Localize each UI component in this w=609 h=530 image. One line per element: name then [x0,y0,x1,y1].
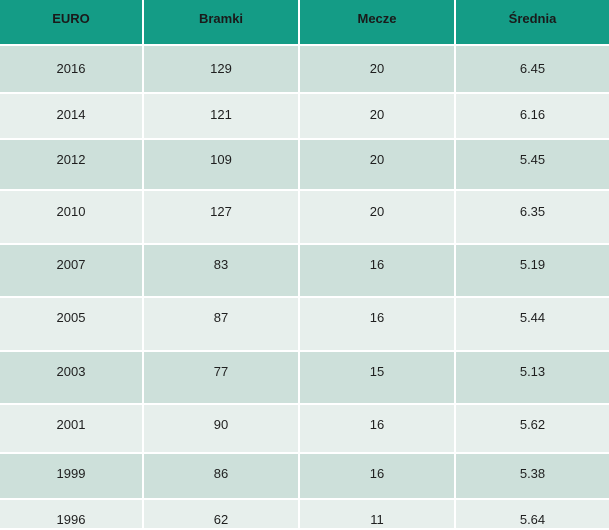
average-cell: 5.64 [455,499,609,530]
table-body: 2016 129 20 6.45 2014 121 20 6.16 2012 109 20 5.45 2… [0,45,609,530]
table-row: 2003 77 15 5.13 [0,351,609,405]
euro-year-cell: 2007 [0,244,144,298]
matches-cell: 16 [299,453,456,500]
euro-year-cell: 1996 [0,499,144,530]
goals-cell: 83 [143,244,300,298]
euro-year-cell: 2016 [0,45,144,94]
matches-cell: 16 [299,404,456,454]
matches-cell: 20 [299,139,456,191]
euro-year-cell: 2005 [0,297,144,352]
table-row: 2016 129 20 6.45 [0,45,609,94]
average-cell: 5.38 [455,453,609,500]
euro-year-cell: 1999 [0,453,144,500]
matches-cell: 15 [299,351,456,405]
column-header-srednia: Średnia [455,0,609,46]
goals-cell: 121 [143,93,300,140]
average-cell: 5.19 [455,244,609,298]
euro-year-cell: 2010 [0,190,144,245]
header-row: EURO Bramki Mecze Średnia [0,0,609,46]
table-row: 2007 83 16 5.19 [0,244,609,298]
table-row: 2012 109 20 5.45 [0,139,609,191]
table-row: 2014 121 20 6.16 [0,93,609,140]
goals-cell: 109 [143,139,300,191]
average-cell: 5.45 [455,139,609,191]
matches-cell: 16 [299,297,456,352]
matches-cell: 11 [299,499,456,530]
euro-year-cell: 2012 [0,139,144,191]
average-cell: 5.44 [455,297,609,352]
euro-year-cell: 2001 [0,404,144,454]
average-cell: 6.35 [455,190,609,245]
average-cell: 6.45 [455,45,609,94]
goals-cell: 129 [143,45,300,94]
goals-cell: 87 [143,297,300,352]
matches-cell: 20 [299,45,456,94]
goals-cell: 77 [143,351,300,405]
matches-cell: 20 [299,190,456,245]
column-header-bramki: Bramki [143,0,300,46]
column-header-euro: EURO [0,0,144,46]
goals-cell: 86 [143,453,300,500]
table-row: 1999 86 16 5.38 [0,453,609,500]
matches-cell: 16 [299,244,456,298]
goals-cell: 90 [143,404,300,454]
table-row: 2001 90 16 5.62 [0,404,609,454]
table-row: 2005 87 16 5.44 [0,297,609,352]
average-cell: 6.16 [455,93,609,140]
goals-cell: 127 [143,190,300,245]
euro-year-cell: 2003 [0,351,144,405]
column-header-mecze: Mecze [299,0,456,46]
goals-cell: 62 [143,499,300,530]
table-row: 2010 127 20 6.35 [0,190,609,245]
average-cell: 5.62 [455,404,609,454]
euro-year-cell: 2014 [0,93,144,140]
table-header: EURO Bramki Mecze Średnia [0,0,609,46]
average-cell: 5.13 [455,351,609,405]
table-row: 1996 62 11 5.64 [0,499,609,530]
matches-cell: 20 [299,93,456,140]
